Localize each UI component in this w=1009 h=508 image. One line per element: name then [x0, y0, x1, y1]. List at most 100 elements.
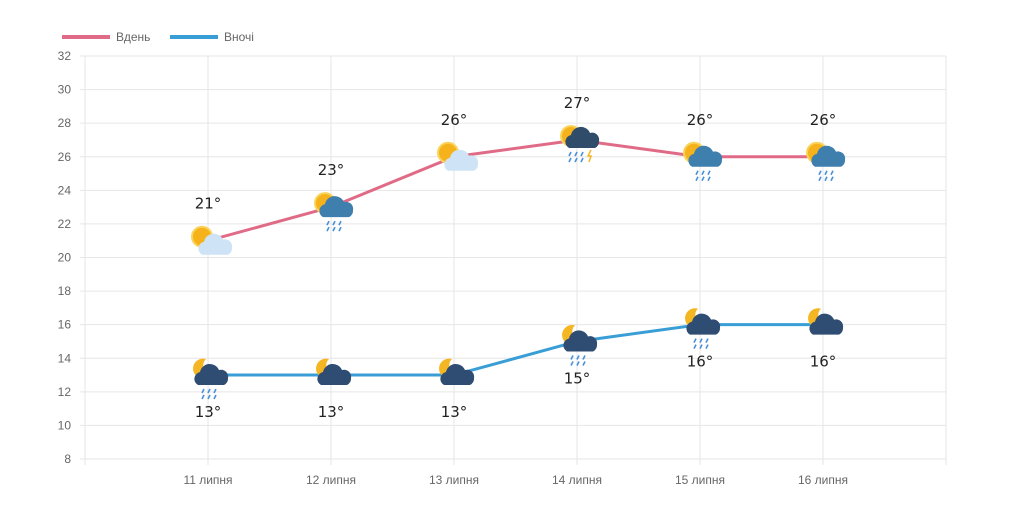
raindrop [693, 338, 697, 344]
night-temp-label: 13° [441, 403, 468, 421]
x-tick-label: 12 липня [306, 473, 356, 487]
night-temp-label: 16° [810, 353, 837, 371]
raindrop [705, 338, 709, 344]
night-temp-label: 16° [687, 353, 714, 371]
cloud-shape [444, 149, 479, 171]
cloud-shape [565, 126, 600, 148]
y-tick-label: 14 [58, 351, 72, 365]
y-tick-label: 24 [58, 183, 72, 197]
cloud-shape [563, 330, 598, 352]
raindrop [818, 176, 822, 182]
legend-label: Вночі [224, 30, 254, 44]
raindrop [207, 394, 211, 400]
moon-cloud-rain-icon [685, 308, 721, 350]
raindrop [699, 338, 703, 344]
raindrop [570, 361, 574, 366]
y-tick-label: 8 [64, 452, 71, 466]
moon-cloud-rain-icon [562, 325, 598, 366]
cloud-shape [194, 363, 229, 386]
y-tick-label: 18 [58, 284, 72, 298]
sun-cloud-rain-icon [806, 141, 846, 182]
cloud-shape [319, 196, 354, 218]
raindrop [580, 157, 584, 163]
cloud-shape [811, 145, 846, 167]
moon-cloud-icon [439, 358, 475, 386]
sun-cloud-rain-icon [683, 141, 723, 182]
sun-light-cloud-icon [437, 141, 479, 171]
y-tick-label: 20 [58, 251, 72, 265]
raindrop [574, 157, 578, 163]
raindrop [213, 388, 217, 394]
raindrop [201, 388, 205, 394]
night-temp-label: 13° [195, 403, 222, 421]
moon-cloud-icon [808, 308, 844, 335]
day-temp-label: 21° [195, 195, 222, 213]
y-tick-label: 30 [58, 83, 72, 97]
night-temp-label: 13° [318, 403, 345, 421]
raindrop [570, 355, 574, 360]
raindrop [576, 355, 580, 360]
x-tick-label: 16 липня [798, 473, 848, 487]
cloud-shape [809, 313, 844, 335]
y-tick-label: 12 [58, 385, 72, 399]
y-tick-label: 32 [58, 49, 72, 63]
raindrop [707, 170, 711, 176]
raindrop [695, 176, 699, 182]
raindrop [326, 220, 330, 226]
raindrop [338, 226, 342, 232]
y-tick-label: 22 [58, 217, 72, 231]
raindrop [707, 176, 711, 182]
y-tick-label: 16 [58, 318, 72, 332]
y-tick-label: 28 [58, 116, 72, 130]
y-tick-label: 10 [58, 418, 72, 432]
raindrop [830, 170, 834, 176]
raindrop [568, 157, 572, 163]
day-temp-label: 27° [564, 94, 591, 112]
raindrop [701, 176, 705, 182]
raindrop [326, 226, 330, 232]
moon-cloud-rain-icon [193, 358, 229, 400]
raindrop [580, 151, 584, 157]
sun-thunderstorm-icon [560, 124, 600, 163]
raindrop [701, 170, 705, 176]
raindrop [830, 176, 834, 182]
raindrop [705, 344, 709, 350]
raindrop [693, 344, 697, 350]
raindrop [207, 388, 211, 394]
raindrop [201, 394, 205, 400]
night-temp-label: 15° [564, 369, 591, 387]
raindrop [338, 220, 342, 226]
lightning [586, 149, 593, 163]
raindrop [574, 151, 578, 157]
sun-cloud-rain-icon [314, 192, 354, 232]
cloud-shape [440, 363, 475, 386]
raindrop [824, 176, 828, 182]
raindrop [824, 170, 828, 176]
raindrop [576, 361, 580, 366]
cloud-shape [198, 233, 233, 255]
sun-light-cloud-icon [191, 225, 233, 255]
raindrop [332, 226, 336, 232]
raindrop [818, 170, 822, 176]
raindrop [332, 220, 336, 226]
day-temp-label: 26° [441, 111, 468, 129]
x-tick-label: 15 липня [675, 473, 725, 487]
x-tick-label: 11 липня [183, 473, 232, 487]
cloud-shape [686, 313, 721, 335]
raindrop [582, 355, 586, 360]
raindrop [582, 361, 586, 366]
night-line [208, 323, 823, 377]
cloud-shape [688, 145, 723, 167]
raindrop [213, 394, 217, 400]
raindrop [568, 151, 572, 157]
day-temp-label: 23° [318, 161, 345, 179]
moon-cloud-icon [316, 358, 352, 386]
raindrop [695, 170, 699, 176]
day-temp-label: 26° [687, 111, 714, 129]
x-tick-label: 13 липня [429, 473, 479, 487]
day-temp-label: 26° [810, 111, 837, 129]
x-tick-label: 14 липня [552, 473, 602, 487]
cloud-shape [317, 363, 352, 386]
legend-label: Вдень [116, 30, 150, 44]
